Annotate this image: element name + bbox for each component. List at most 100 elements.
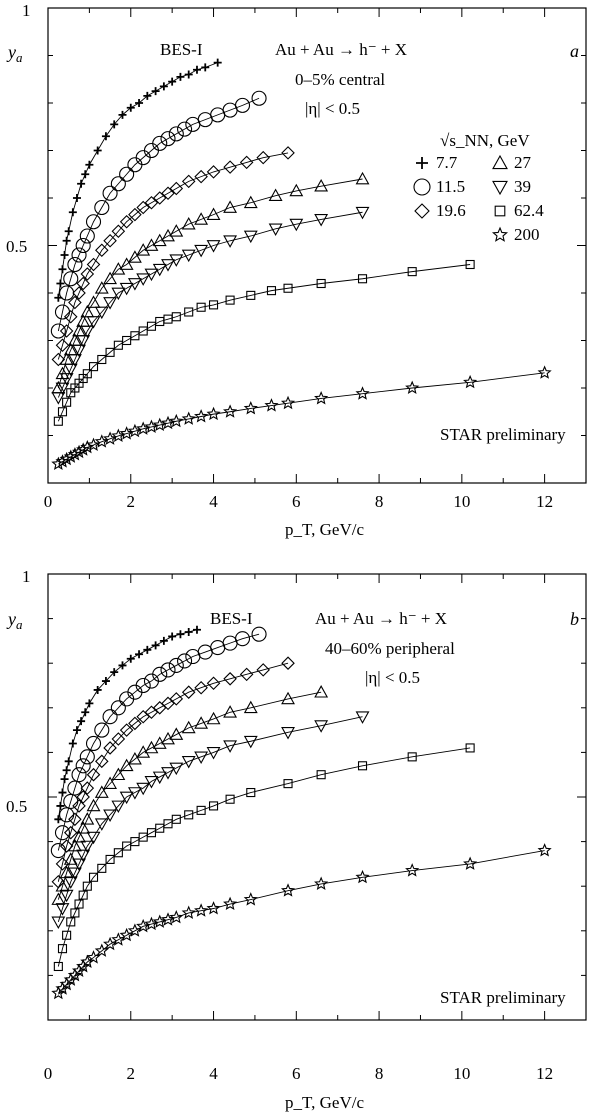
point-27-b [94,785,109,798]
x-tick-label-a: 2 [127,492,136,511]
point-27-b [86,798,101,812]
point-62_4-b [208,801,219,811]
point-39-b [281,726,295,740]
point-11_5-b [234,631,251,647]
point-7_7-b [135,650,144,659]
point-19_6-b [95,754,109,769]
legend-label-39: 39 [514,177,531,196]
point-62_4-a [53,416,63,426]
point-7_7-a [192,65,201,74]
point-19_6-b [59,839,74,853]
note-a: STAR preliminary [440,425,566,444]
point-19_6-a [63,309,78,324]
point-27-a [127,250,142,263]
point-11_5-b [50,842,66,859]
point-200-b [206,901,221,915]
point-19_6-a [95,243,109,258]
point-7_7-b [101,677,110,686]
point-39-a [169,254,184,267]
point-200-b [463,856,478,870]
point-27-b [127,751,142,765]
point-200-a [280,395,296,410]
point-39-b [243,735,258,749]
series-line-11_5-b [57,633,260,851]
point-62_4-a [97,354,107,365]
point-11_5-a [94,199,110,216]
title-bes-b: BES-I [210,609,253,628]
point-11_5-b [160,662,176,678]
point-11_5-b [85,735,102,752]
legend-label-11_5: 11.5 [436,177,465,196]
point-200-b [280,883,296,897]
legend-label-27: 27 [514,153,532,172]
point-39-a [355,206,370,220]
point-19_6-a [181,174,196,189]
point-200-a [243,400,258,415]
point-39-b [144,776,159,789]
point-7_7-b [192,625,201,634]
title-centrality-b: 40–60% peripheral [325,639,455,658]
point-11_5-a [85,214,102,230]
point-62_4-b [196,805,206,815]
x-tick-label-a: 10 [453,492,470,511]
ticks-b [47,573,587,1021]
point-7_7-a [118,110,127,119]
series-line-39-b [57,716,363,923]
legend-marker-11_5 [413,178,431,196]
point-19_6-a [206,165,221,179]
point-19_6-b [169,692,184,706]
panel-b: 1 0.5 ya BES-I Au + Au → h⁻ + X 40–60% p… [6,567,587,1112]
point-62_4-b [283,779,293,789]
point-39-a [59,373,74,386]
point-19_6-b [111,732,126,746]
legend-marker-7_7 [416,157,428,169]
point-62_4-a [246,290,256,300]
point-62_4-b [171,814,181,824]
point-39-a [55,382,70,396]
point-7_7-a [81,170,90,179]
x-tick-labels-a: 0 2 4 6 8 10 12 [44,492,553,511]
point-11_5-b [79,749,95,765]
point-39-b [161,767,175,780]
point-19_6-b [128,716,142,731]
series-line-19_6-a [57,152,289,360]
point-7_7-a [213,58,222,67]
point-19_6-a [80,267,95,281]
point-39-a [223,235,238,248]
point-39-b [355,711,370,724]
point-62_4-b [78,890,88,900]
point-11_5-b [94,722,110,738]
point-200-a [463,374,478,389]
point-62_4-b [70,908,80,918]
point-27-a [314,178,329,192]
point-200-b [223,896,238,911]
point-62_4-b [66,917,76,927]
point-11_5-a [119,166,135,182]
point-19_6-b [86,767,101,782]
point-7_7-a [159,82,168,91]
point-200-a [55,454,70,468]
point-62_4-b [225,794,235,804]
y-tick-1-b: 1 [22,567,31,586]
point-19_6-a [144,195,159,210]
series-line-39-a [57,211,363,398]
point-27-b [144,740,159,754]
point-62_4-b [105,854,115,864]
point-27-a [181,216,196,230]
point-19_6-a [86,257,101,272]
series-line-62_4-b [57,747,471,967]
point-39-a [314,214,329,227]
legend-marker-62_4 [494,205,506,217]
point-19_6-a [119,214,134,229]
panel-letter-b: b [570,609,579,629]
point-39-b [119,791,134,805]
series-line-200-b [58,850,545,994]
point-7_7-b [62,766,71,775]
y-tick-05-a: 0.5 [6,237,27,256]
point-27-b [281,691,295,705]
point-62_4-a [266,286,277,296]
legend: √s_NN, GeV 7.7 11.5 19.6 27 39 62.4 200 [413,131,544,244]
point-11_5-a [234,97,251,113]
point-62_4-a [208,300,219,310]
